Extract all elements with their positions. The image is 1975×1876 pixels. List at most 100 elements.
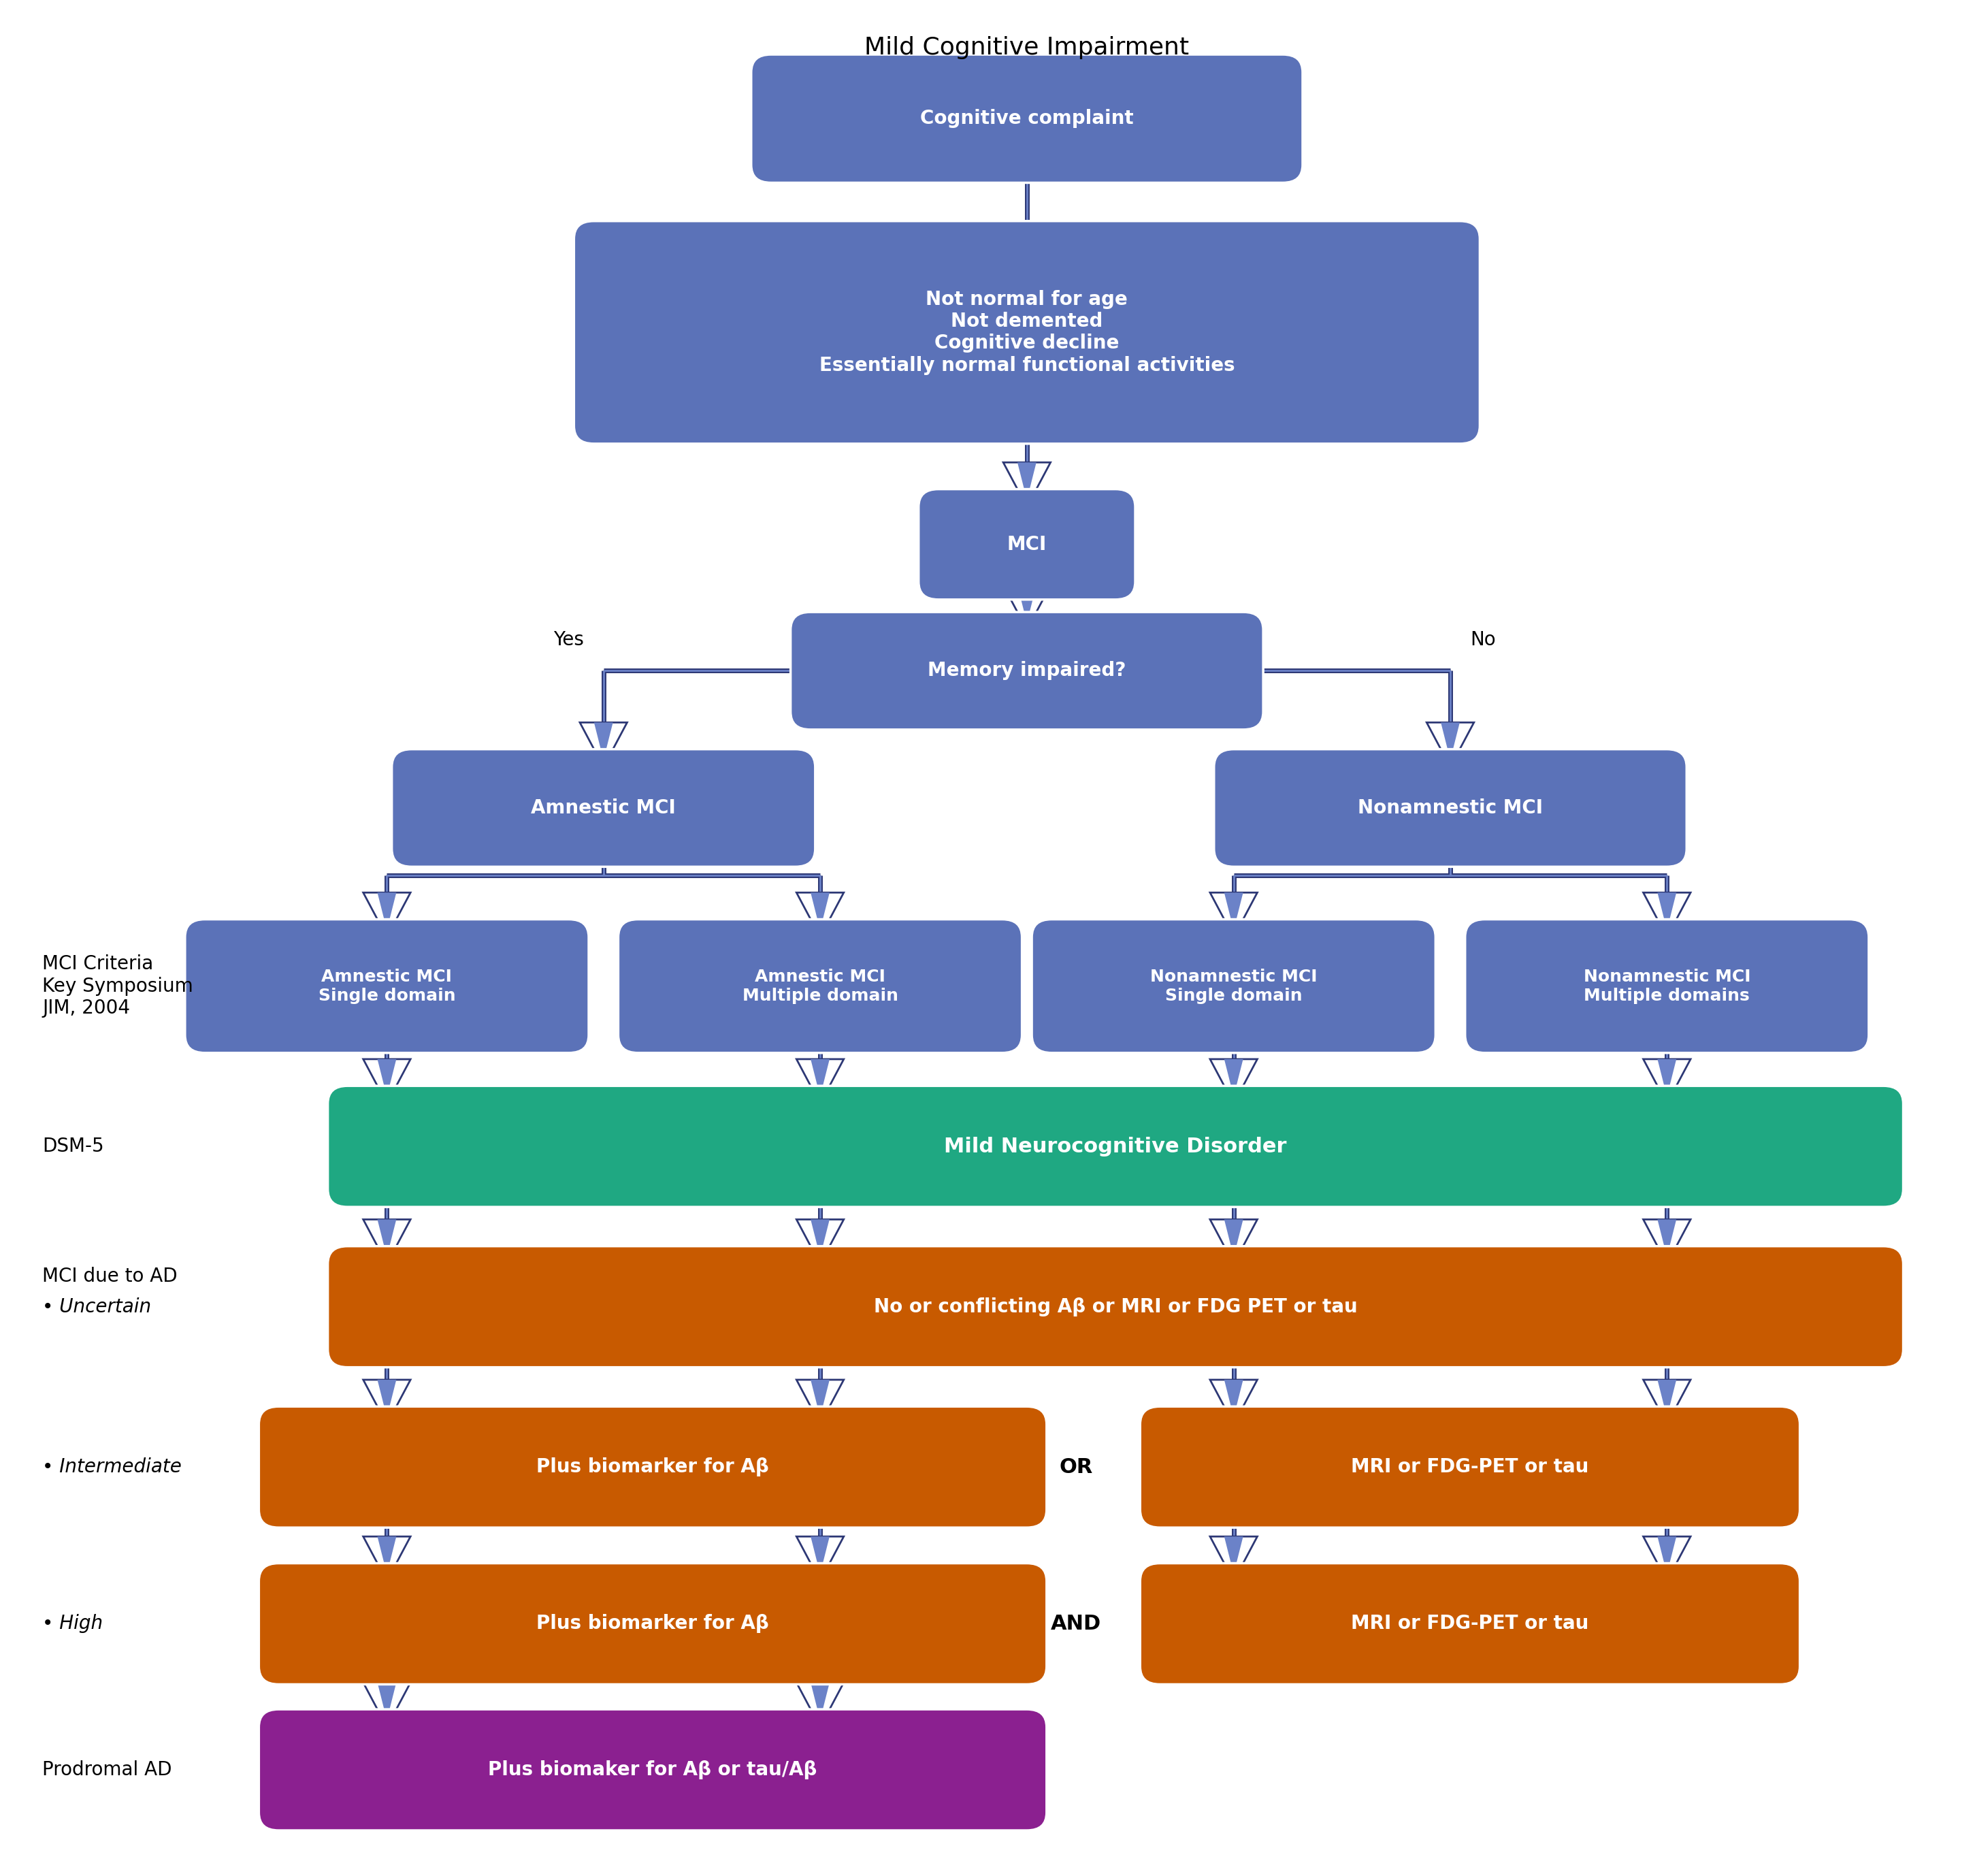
FancyBboxPatch shape <box>259 1709 1047 1831</box>
FancyBboxPatch shape <box>1465 919 1868 1052</box>
Polygon shape <box>810 1060 829 1097</box>
Polygon shape <box>1643 893 1691 938</box>
Polygon shape <box>1657 1536 1677 1574</box>
Polygon shape <box>1657 1379 1677 1416</box>
Polygon shape <box>581 722 628 767</box>
Text: MCI: MCI <box>1007 535 1047 553</box>
Text: MCI due to AD: MCI due to AD <box>41 1266 178 1285</box>
Polygon shape <box>796 1683 843 1728</box>
Polygon shape <box>363 1379 411 1424</box>
Text: Memory impaired?: Memory impaired? <box>928 660 1126 681</box>
Polygon shape <box>1003 585 1051 630</box>
FancyBboxPatch shape <box>1215 749 1687 867</box>
FancyBboxPatch shape <box>265 1568 1041 1679</box>
Polygon shape <box>1224 1060 1242 1097</box>
FancyBboxPatch shape <box>924 495 1130 595</box>
FancyBboxPatch shape <box>790 612 1264 730</box>
FancyBboxPatch shape <box>750 54 1304 182</box>
Polygon shape <box>810 1379 829 1416</box>
FancyBboxPatch shape <box>1145 1413 1793 1521</box>
FancyBboxPatch shape <box>186 919 589 1052</box>
Text: Plus biomaker for Aβ or tau/Aβ: Plus biomaker for Aβ or tau/Aβ <box>488 1760 818 1778</box>
Polygon shape <box>1017 461 1037 499</box>
FancyBboxPatch shape <box>1140 1407 1799 1527</box>
Polygon shape <box>377 1536 397 1574</box>
Text: Plus biomarker for Aβ: Plus biomarker for Aβ <box>537 1613 768 1634</box>
FancyBboxPatch shape <box>259 1407 1047 1527</box>
FancyBboxPatch shape <box>1031 919 1436 1052</box>
Text: Nonamnestic MCI
Multiple domains: Nonamnestic MCI Multiple domains <box>1584 968 1750 1004</box>
Polygon shape <box>1211 1379 1258 1424</box>
Polygon shape <box>363 893 411 938</box>
Polygon shape <box>1224 1379 1242 1416</box>
Polygon shape <box>1643 1219 1691 1264</box>
FancyBboxPatch shape <box>1471 925 1862 1047</box>
Text: No or conflicting Aβ or MRI or FDG PET or tau: No or conflicting Aβ or MRI or FDG PET o… <box>873 1296 1357 1317</box>
Text: Nonamnestic MCI: Nonamnestic MCI <box>1357 799 1542 818</box>
FancyBboxPatch shape <box>1037 925 1430 1047</box>
Text: OR: OR <box>1059 1458 1092 1476</box>
FancyBboxPatch shape <box>265 1715 1041 1825</box>
Text: No: No <box>1469 630 1495 649</box>
Text: MRI or FDG-PET or tau: MRI or FDG-PET or tau <box>1351 1613 1588 1634</box>
Polygon shape <box>1643 1379 1691 1424</box>
Text: MCI Criteria
Key Symposium
JIM, 2004: MCI Criteria Key Symposium JIM, 2004 <box>41 955 194 1017</box>
FancyBboxPatch shape <box>328 1086 1904 1206</box>
Polygon shape <box>1643 1536 1691 1581</box>
Text: Nonamnestic MCI
Single domain: Nonamnestic MCI Single domain <box>1149 968 1317 1004</box>
Text: Yes: Yes <box>553 630 585 649</box>
Polygon shape <box>377 893 397 930</box>
Polygon shape <box>796 1379 843 1424</box>
FancyBboxPatch shape <box>624 925 1015 1047</box>
Polygon shape <box>1211 1219 1258 1264</box>
Polygon shape <box>1442 722 1460 760</box>
FancyBboxPatch shape <box>391 749 816 867</box>
Text: Amnestic MCI
Multiple domain: Amnestic MCI Multiple domain <box>743 968 899 1004</box>
Text: DSM-5: DSM-5 <box>41 1137 105 1156</box>
FancyBboxPatch shape <box>192 925 583 1047</box>
FancyBboxPatch shape <box>265 1413 1041 1521</box>
Polygon shape <box>1211 893 1258 938</box>
Polygon shape <box>796 1536 843 1581</box>
Text: Mild Cognitive Impairment: Mild Cognitive Impairment <box>865 36 1189 58</box>
Text: Cognitive complaint: Cognitive complaint <box>920 109 1134 128</box>
FancyBboxPatch shape <box>334 1092 1898 1203</box>
FancyBboxPatch shape <box>1145 1568 1793 1679</box>
FancyBboxPatch shape <box>756 60 1298 178</box>
Polygon shape <box>796 893 843 938</box>
Polygon shape <box>1017 585 1037 623</box>
FancyBboxPatch shape <box>918 490 1136 600</box>
Polygon shape <box>377 1379 397 1416</box>
Text: AND: AND <box>1051 1613 1102 1634</box>
Polygon shape <box>1657 1219 1677 1257</box>
FancyBboxPatch shape <box>796 617 1258 724</box>
Polygon shape <box>1657 1060 1677 1097</box>
Polygon shape <box>363 1060 411 1103</box>
Text: • Intermediate: • Intermediate <box>41 1458 182 1476</box>
FancyBboxPatch shape <box>1140 1563 1799 1685</box>
FancyBboxPatch shape <box>575 221 1479 445</box>
Text: Mild Neurocognitive Disorder: Mild Neurocognitive Disorder <box>944 1137 1288 1156</box>
Polygon shape <box>810 893 829 930</box>
Polygon shape <box>796 1060 843 1103</box>
Polygon shape <box>1426 722 1473 767</box>
Text: Prodromal AD: Prodromal AD <box>41 1760 172 1778</box>
Polygon shape <box>377 1219 397 1257</box>
FancyBboxPatch shape <box>581 227 1473 439</box>
Polygon shape <box>810 1219 829 1257</box>
Text: Not normal for age
Not demented
Cognitive decline
Essentially normal functional : Not normal for age Not demented Cognitiv… <box>820 289 1234 375</box>
Polygon shape <box>1224 893 1242 930</box>
Polygon shape <box>1224 1219 1242 1257</box>
FancyBboxPatch shape <box>334 1251 1898 1362</box>
Text: Amnestic MCI: Amnestic MCI <box>531 799 675 818</box>
FancyBboxPatch shape <box>1221 754 1681 861</box>
Polygon shape <box>363 1683 411 1728</box>
FancyBboxPatch shape <box>397 754 810 861</box>
Polygon shape <box>1003 461 1051 507</box>
Text: • Uncertain: • Uncertain <box>41 1296 152 1317</box>
Text: Plus biomarker for Aβ: Plus biomarker for Aβ <box>537 1458 768 1476</box>
Text: Amnestic MCI
Single domain: Amnestic MCI Single domain <box>318 968 456 1004</box>
Text: MRI or FDG-PET or tau: MRI or FDG-PET or tau <box>1351 1458 1588 1476</box>
Polygon shape <box>1211 1536 1258 1581</box>
Polygon shape <box>796 1219 843 1264</box>
